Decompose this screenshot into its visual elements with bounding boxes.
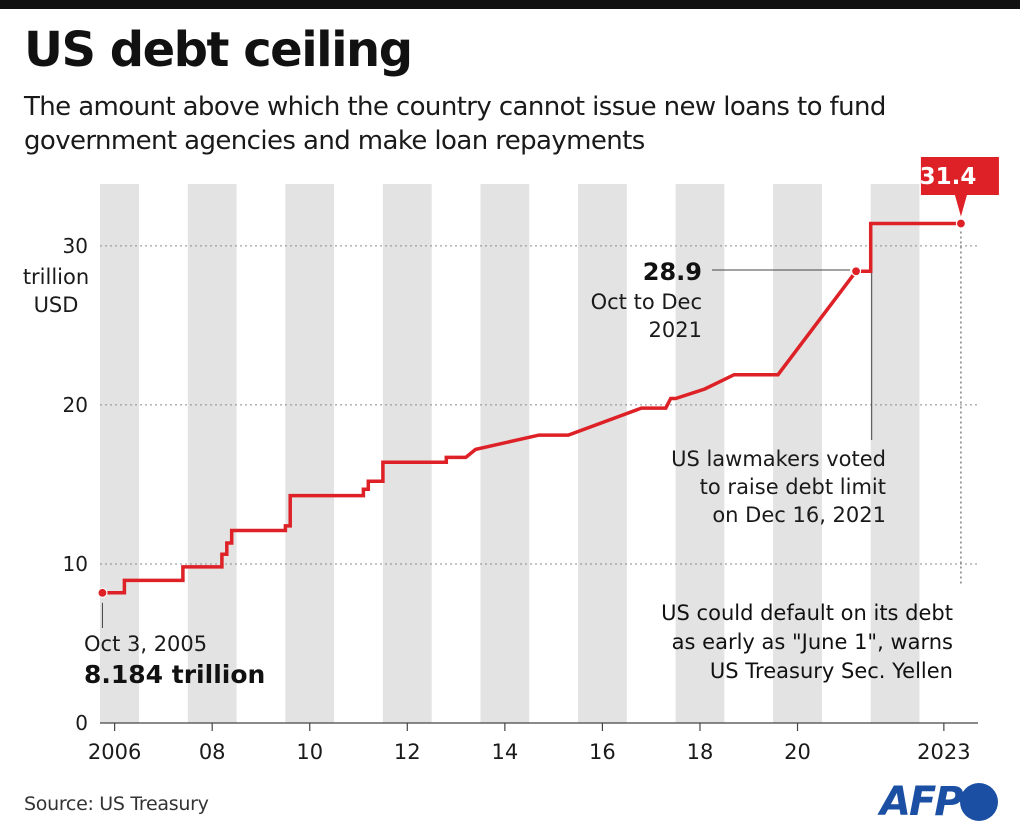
start-value-annotation: 8.184 trillion: [84, 660, 265, 689]
x-tick-label: 08: [199, 740, 226, 764]
year-band: [382, 184, 432, 723]
year-band: [187, 184, 237, 723]
year-band: [578, 184, 627, 723]
year-bands: [100, 184, 920, 723]
vote-annotation-1: US lawmakers voted: [671, 447, 886, 471]
x-tick-label: 12: [394, 740, 421, 764]
mid-period-annotation-1: Oct to Dec: [591, 290, 702, 314]
y-tick-label: 10: [63, 552, 88, 576]
x-axis-ticks: 2006 08 10 12 14 16 18 20 2023: [88, 723, 971, 764]
mid-period-annotation-2: 2021: [649, 318, 702, 342]
data-point-marker: [850, 266, 862, 277]
debt-ceiling-line: [102, 221, 961, 595]
afp-logo: AFP: [880, 779, 1002, 825]
year-band: [870, 184, 920, 723]
data-point-marker: [955, 218, 967, 229]
x-tick-label: 2023: [917, 740, 970, 764]
year-band: [285, 184, 335, 723]
default-annotation-1: US could default on its debt: [661, 601, 953, 625]
x-tick-label: 16: [589, 740, 616, 764]
current-value-badge-box: [920, 157, 999, 195]
chart-subtitle: The amount above which the country canno…: [24, 92, 886, 156]
year-band: [675, 184, 725, 723]
y-tick-label: 30: [63, 234, 88, 258]
afp-logo-dot-icon: [960, 783, 998, 821]
x-tick-label: 2006: [88, 740, 141, 764]
afp-logo-text: AFP: [880, 779, 964, 825]
series-layer: [102, 221, 961, 595]
y-axis-ticks: 0 10 20 30: [63, 234, 88, 735]
chart-title: US debt ceiling: [24, 22, 413, 78]
x-tick-label: 10: [296, 740, 323, 764]
vote-annotation-3: on Dec 16, 2021: [712, 503, 886, 527]
top-rule: [0, 0, 1020, 9]
grid-lines: [100, 245, 978, 724]
year-band: [480, 184, 530, 723]
year-band: [773, 184, 822, 723]
current-value-label: 31.4: [920, 164, 977, 190]
year-band: [100, 184, 140, 723]
marker-layer: [97, 218, 967, 598]
source-note: Source: US Treasury: [24, 793, 209, 815]
y-axis-label-line-2: USD: [34, 293, 79, 317]
y-tick-label: 0: [75, 711, 88, 735]
current-value-badge-pointer: [954, 195, 967, 217]
default-annotation-3: US Treasury Sec. Yellen: [710, 659, 953, 683]
default-annotation-2: as early as "June 1", warns: [672, 630, 953, 654]
y-tick-label: 20: [63, 393, 88, 417]
y-axis-label-line-1: trillion: [23, 265, 89, 289]
start-date-annotation: Oct 3, 2005: [84, 632, 207, 656]
x-tick-label: 20: [784, 740, 811, 764]
x-tick-label: 18: [687, 740, 714, 764]
mid-value-annotation: 28.9: [643, 258, 702, 286]
current-value-badge: 31.4: [920, 157, 999, 217]
vote-annotation-2: to raise debt limit: [700, 475, 886, 499]
x-tick-label: 14: [491, 740, 518, 764]
data-point-marker: [97, 587, 108, 598]
